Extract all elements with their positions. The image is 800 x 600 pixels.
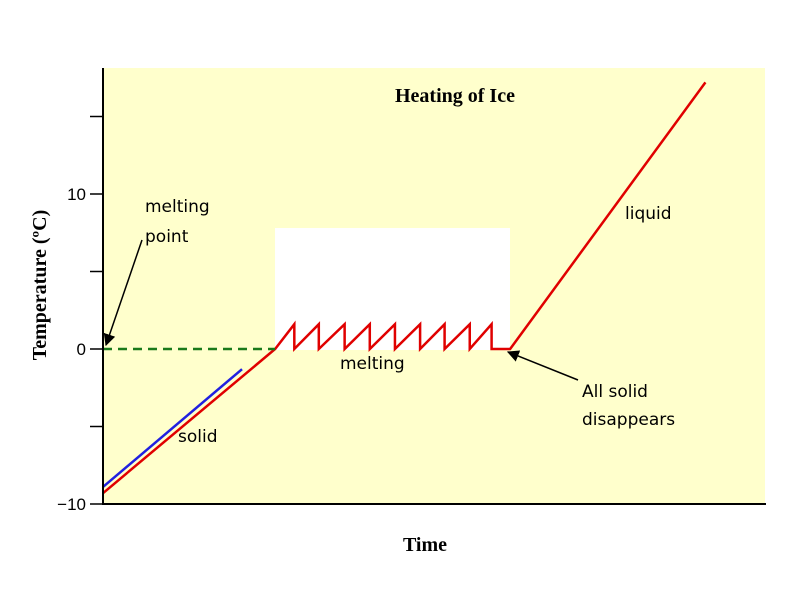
annotation: liquid bbox=[625, 204, 672, 224]
y-axis-label: Temperature (ºC) bbox=[29, 210, 51, 360]
x-axis-label: Time bbox=[403, 534, 447, 556]
annotation: solid bbox=[178, 427, 218, 447]
y-tick-label: 0 bbox=[77, 340, 86, 359]
annotation: All solid bbox=[582, 382, 648, 402]
annotation: melting bbox=[340, 354, 405, 374]
annotation: disappears bbox=[582, 410, 675, 430]
y-tick-label: 10 bbox=[67, 185, 86, 204]
arrow bbox=[103, 239, 143, 347]
annotation: melting bbox=[145, 197, 210, 217]
arrow bbox=[506, 350, 579, 381]
chart-title: Heating of Ice bbox=[395, 85, 515, 107]
annotation: point bbox=[145, 227, 189, 247]
series-line bbox=[102, 81, 707, 495]
y-tick-label: −10 bbox=[57, 495, 86, 514]
series-line bbox=[102, 368, 243, 488]
